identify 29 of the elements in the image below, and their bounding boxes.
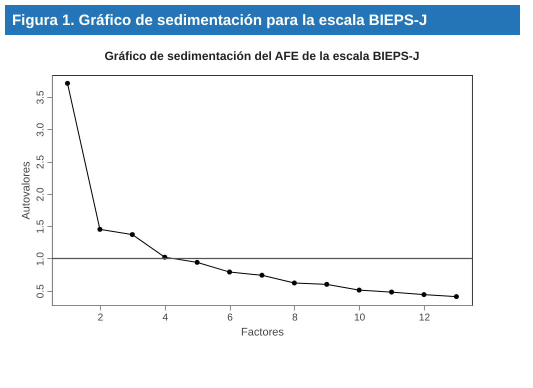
point	[356, 288, 362, 293]
point	[259, 272, 264, 278]
y-tick-label: 3.0	[35, 122, 46, 137]
chart-subtitle: Gráfico de sedimentación del AFE de la escala BIEPS-J	[104, 49, 420, 63]
point	[292, 280, 297, 286]
point	[97, 226, 102, 232]
point	[454, 294, 459, 300]
x-axis-title: Factores	[241, 326, 284, 338]
x-tick-label: 8	[292, 312, 298, 324]
y-tick-label: 1.0	[35, 252, 46, 266]
y-tick-label: 1.5	[35, 219, 46, 234]
y-tick-label: 2.0	[35, 186, 46, 202]
y-tick-label: 0.5	[35, 284, 46, 298]
point	[227, 270, 232, 275]
point	[389, 290, 394, 295]
point	[65, 80, 70, 86]
chart-title: Figura 1. Gráfico de sedimentación para la escala BIEPS-J	[12, 12, 428, 29]
y-tick-label: 2.5	[35, 154, 46, 170]
y-tick-label: 3.5	[35, 90, 46, 104]
x-tick-label: 4	[162, 312, 168, 324]
point	[324, 282, 330, 287]
point	[194, 260, 200, 265]
y-axis-title: Autovalores	[20, 160, 32, 220]
x-tick-label: 6	[227, 312, 234, 324]
point	[130, 232, 135, 238]
x-tick-label: 2	[98, 312, 104, 324]
x-tick-label: 12	[418, 312, 430, 324]
point	[421, 292, 426, 298]
x-tick-label: 10	[354, 312, 366, 324]
